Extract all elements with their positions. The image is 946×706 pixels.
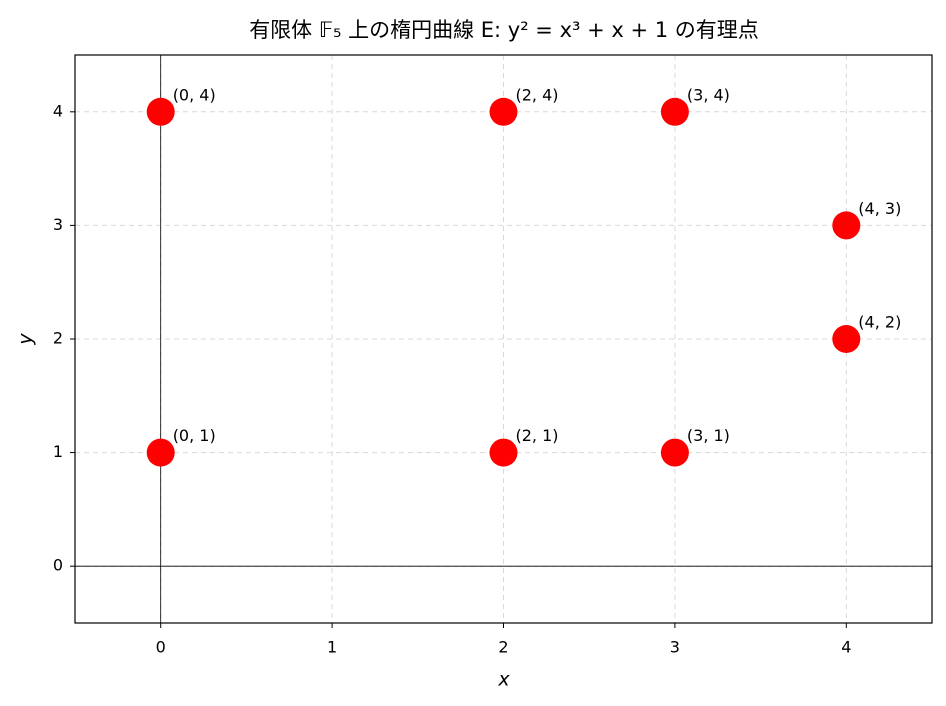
- x-axis-label: x: [497, 669, 510, 691]
- point-label: (4, 2): [858, 313, 901, 332]
- point: [489, 438, 518, 467]
- y-tick-label: 1: [53, 442, 63, 461]
- point: [832, 211, 861, 240]
- point-label: (2, 1): [516, 426, 559, 445]
- point-label: (4, 3): [858, 199, 901, 218]
- point-label: (2, 4): [516, 85, 559, 104]
- x-tick-label: 1: [327, 638, 337, 657]
- y-tick-label: 3: [53, 215, 63, 234]
- x-tick-label: 4: [841, 638, 851, 657]
- point: [660, 438, 689, 467]
- point: [660, 97, 689, 126]
- y-axis-label: y: [15, 333, 37, 346]
- x-tick-label: 0: [156, 638, 166, 657]
- point: [146, 438, 175, 467]
- x-tick-label: 3: [670, 638, 680, 657]
- point: [832, 325, 861, 353]
- point: [489, 97, 518, 126]
- x-tick-label: 2: [498, 638, 508, 657]
- y-tick-label: 0: [53, 556, 63, 575]
- point-label: (0, 4): [173, 85, 216, 104]
- plot-frame: [74, 54, 933, 624]
- y-tick-label: 2: [53, 329, 63, 348]
- chart-title: 有限体 𝔽₅ 上の楕円曲線 E: y² = x³ + x + 1 の有理点: [249, 18, 759, 42]
- point-label: (3, 1): [687, 426, 730, 445]
- point-label: (3, 4): [687, 85, 730, 104]
- point: [146, 97, 175, 126]
- point-label: (0, 1): [173, 426, 216, 445]
- y-tick-label: 4: [53, 101, 63, 120]
